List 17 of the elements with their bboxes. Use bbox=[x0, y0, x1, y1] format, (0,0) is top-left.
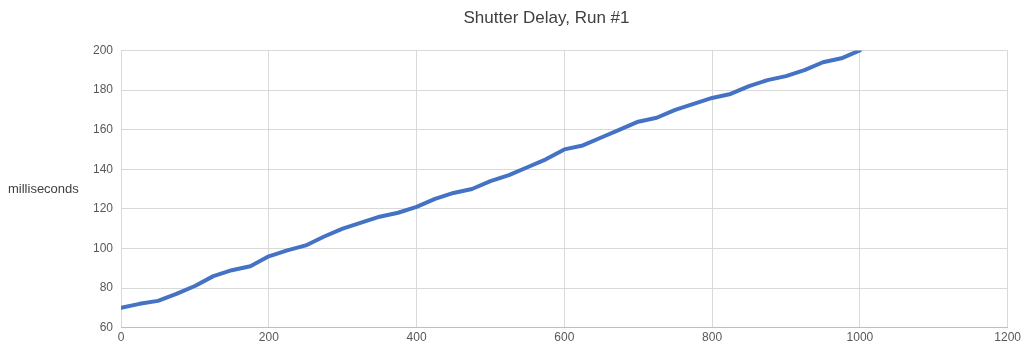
x-tick-label: 200 bbox=[258, 330, 280, 345]
y-tick-label: 140 bbox=[92, 161, 114, 176]
x-tick-label: 400 bbox=[406, 330, 427, 345]
y-tick-label: 80 bbox=[99, 280, 114, 295]
x-tick-label: 1200 bbox=[994, 330, 1022, 345]
y-tick-label: 200 bbox=[92, 42, 114, 57]
x-tick-label: 600 bbox=[554, 330, 575, 345]
chart-title: Shutter Delay, Run #1 bbox=[463, 7, 630, 27]
x-tick-label: 0 bbox=[117, 330, 125, 345]
x-tick-label: 1000 bbox=[846, 330, 874, 345]
y-tick-label: 100 bbox=[92, 240, 114, 255]
y-tick-label: 160 bbox=[92, 121, 114, 136]
y-tick-label: 120 bbox=[92, 201, 114, 216]
y-axis-title: milliseconds bbox=[8, 180, 80, 196]
x-tick-label: 800 bbox=[702, 330, 723, 345]
y-tick-label: 60 bbox=[99, 319, 114, 334]
y-tick-label: 180 bbox=[92, 82, 114, 97]
